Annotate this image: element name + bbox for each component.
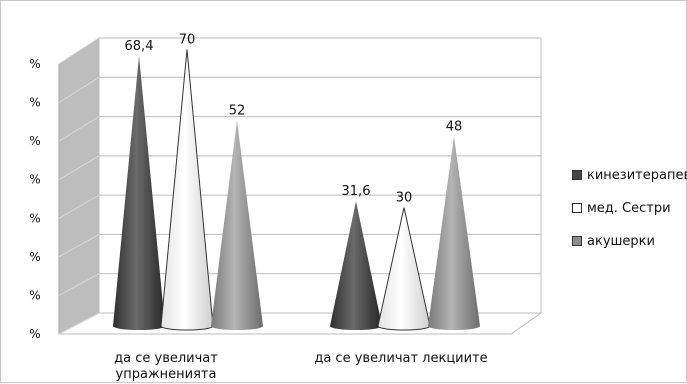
legend-label-3: акушерки	[587, 233, 655, 249]
cone-3-1	[211, 120, 263, 330]
legend-item-1: кинезитерапевти	[572, 165, 687, 185]
y-tick-label: %	[29, 327, 40, 341]
gridline-side	[58, 37, 100, 65]
data-label: 70	[179, 33, 196, 48]
gridline-side	[58, 312, 100, 335]
gridline-side	[58, 76, 100, 103]
plot-back-wall	[98, 37, 542, 314]
data-label: 68,4	[125, 39, 154, 54]
y-tick-label: %	[29, 57, 40, 71]
y-tick-label: %	[29, 211, 40, 225]
x-tick-label-2: да се увеличат лекциите	[314, 351, 488, 366]
data-label: 52	[229, 104, 246, 119]
gridline-side	[58, 273, 100, 296]
y-tick-label: %	[29, 288, 40, 302]
y-tick-label: %	[29, 250, 40, 264]
plot-side-wall	[58, 37, 100, 335]
cone-1-2	[330, 201, 382, 330]
legend-item-2: мед. Сестри	[572, 198, 687, 218]
legend-item-3: акушерки	[572, 231, 687, 251]
cone-3-2	[428, 136, 480, 330]
legend-swatch-3	[572, 236, 582, 246]
gridline-side	[58, 116, 100, 142]
data-label: 31,6	[342, 184, 371, 199]
legend-label-1: кинезитерапевти	[587, 167, 687, 183]
legend-swatch-2	[572, 203, 582, 213]
y-tick-label: %	[29, 96, 40, 110]
x-tick-label-1: да се увеличат упражненията	[114, 351, 218, 382]
y-tick-label: %	[29, 173, 40, 187]
gridline-side	[58, 233, 100, 258]
data-label: 48	[446, 119, 463, 134]
y-tick-label: %	[29, 134, 40, 148]
legend-label-2: мед. Сестри	[587, 200, 671, 216]
legend-swatch-1	[572, 170, 582, 180]
data-label: 30	[396, 191, 413, 206]
gridline-side	[58, 194, 100, 219]
cone-1-1	[113, 55, 165, 331]
gridline-side	[58, 155, 100, 181]
legend: кинезитерапевти мед. Сестри акушерки	[572, 165, 687, 264]
